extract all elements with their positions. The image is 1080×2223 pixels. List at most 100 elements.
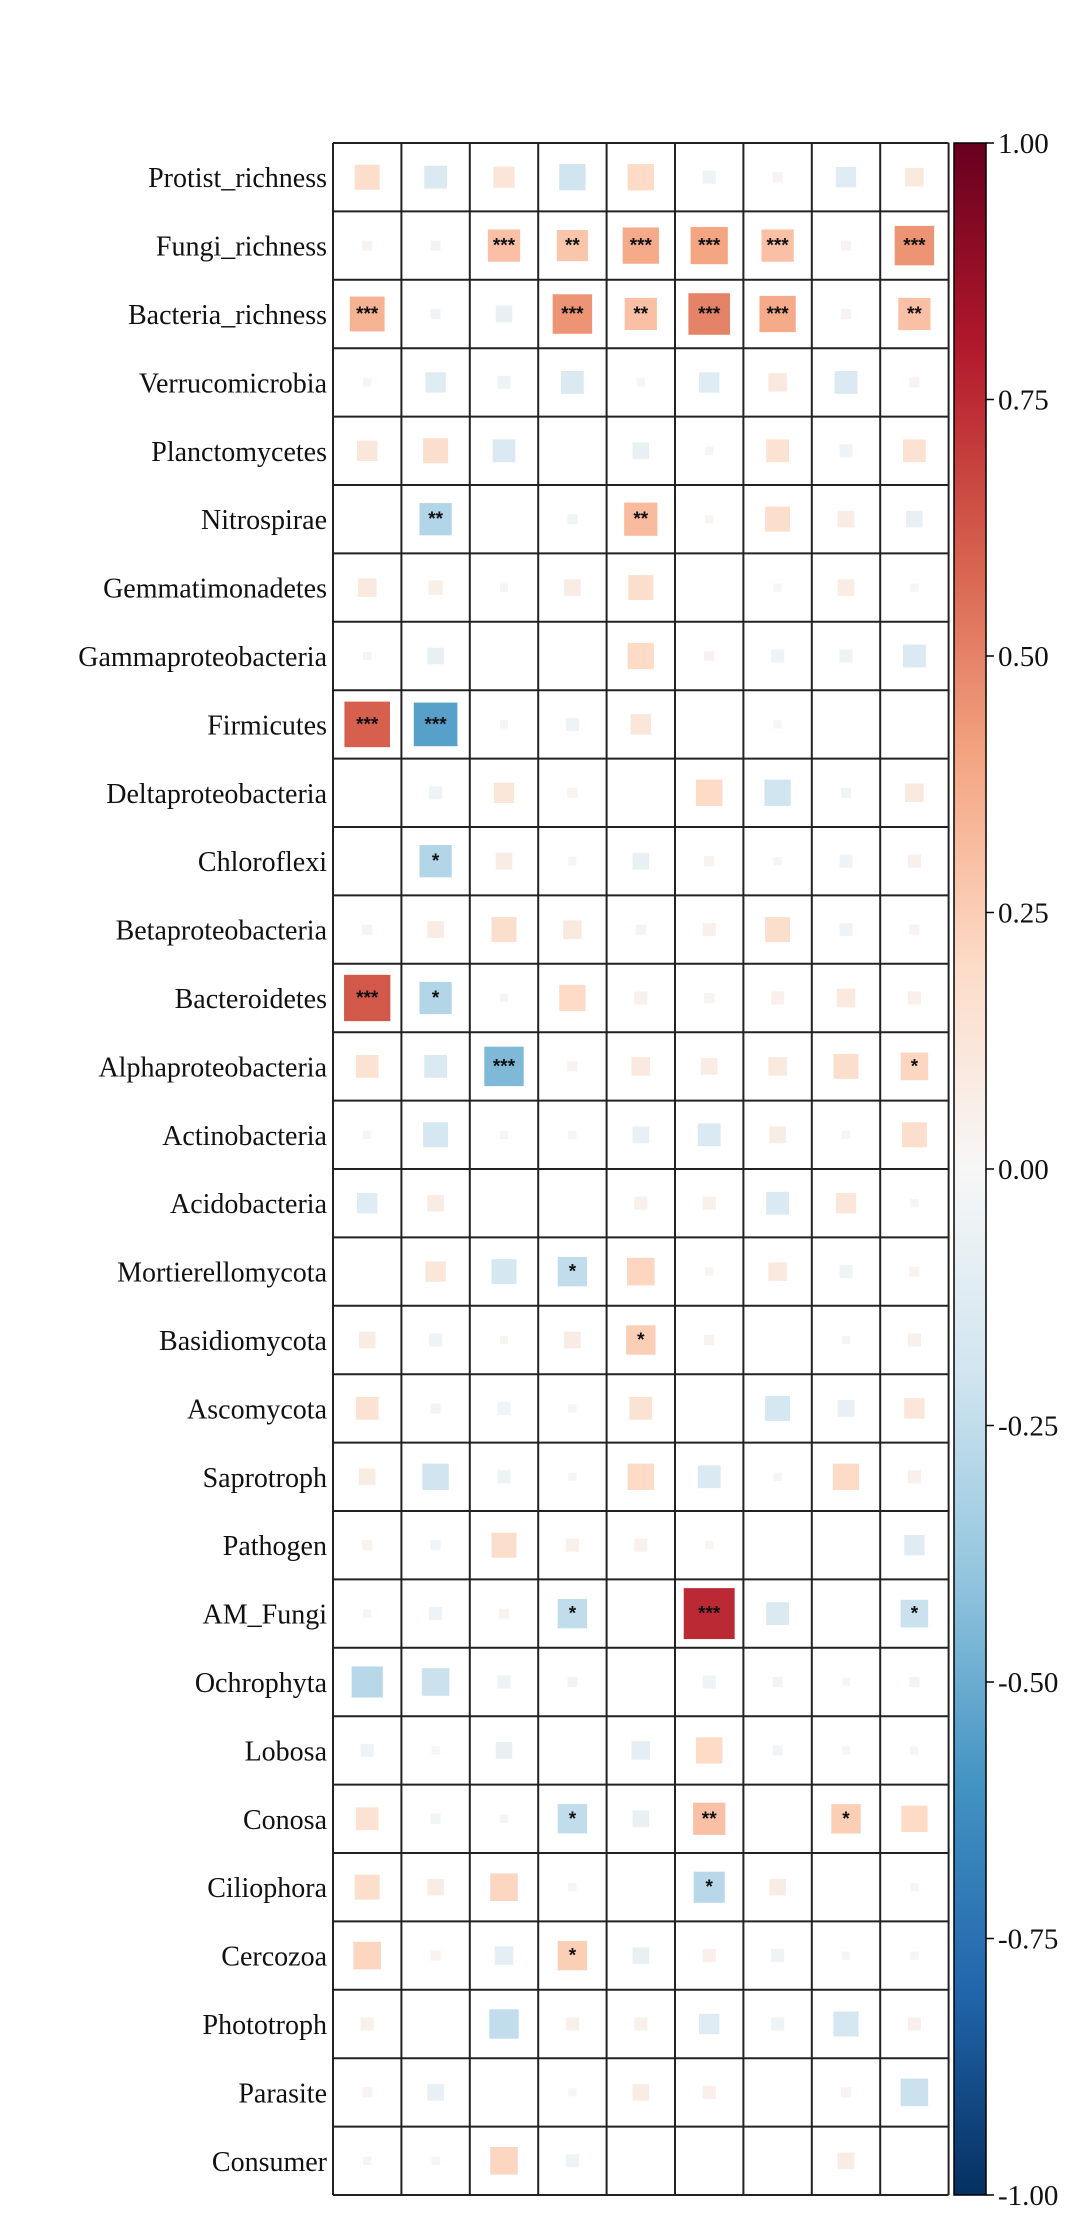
significance-mark: *** xyxy=(903,236,926,257)
heatmap-cell xyxy=(499,1130,509,1139)
heatmap-cell xyxy=(622,227,659,264)
heatmap-cell xyxy=(427,1194,444,1212)
heatmap-cell xyxy=(699,372,720,393)
significance-stars: *** ** *** *** *** ****** *** ** *** *** **** *****… xyxy=(356,236,926,1967)
colorbar-ticks: 1.00 0.75 0.50 0.25 0.00 -0.25 -0.50 -0.75 -1.00 xyxy=(986,128,1058,2212)
heatmap-cell xyxy=(557,1256,588,1287)
row-label: Firmicutes xyxy=(207,710,327,741)
heatmap-cell xyxy=(841,1130,851,1139)
heatmap-cell xyxy=(832,1463,860,1490)
heatmap-cell xyxy=(428,580,443,595)
row-label: Ascomycota xyxy=(187,1394,328,1425)
heatmap-cell xyxy=(907,854,921,868)
heatmap-cell xyxy=(705,1267,714,1276)
heatmap-cell xyxy=(905,167,924,187)
heatmap-cell xyxy=(568,857,577,866)
significance-mark: *** xyxy=(698,1604,721,1625)
heatmap-cell xyxy=(837,1400,855,1417)
significance-mark: * xyxy=(569,1946,577,1967)
heatmap-cell xyxy=(431,2156,440,2165)
heatmap-cell xyxy=(552,294,593,334)
heatmap-cell xyxy=(421,1668,450,1696)
heatmap-cell xyxy=(424,165,447,189)
heatmap-cell xyxy=(704,1334,715,1346)
significance-mark: *** xyxy=(356,304,379,325)
row-label: Verrucomicrobia xyxy=(139,368,328,399)
significance-mark: ** xyxy=(428,509,443,530)
heatmap-cell xyxy=(631,1741,651,1760)
row-label: Ciliophora xyxy=(207,1873,327,1904)
heatmap-cell xyxy=(493,166,515,188)
significance-mark: *** xyxy=(493,236,516,257)
heatmap-cell xyxy=(497,1470,511,1484)
heatmap-cell xyxy=(427,921,444,938)
heatmap-cell xyxy=(704,992,715,1004)
row-label: AM_Fungi xyxy=(203,1600,328,1631)
heatmap-cell xyxy=(628,575,654,601)
row-labels: Protist_richness Fungi_richness Bacteria_r… xyxy=(78,163,327,2178)
significance-mark: *** xyxy=(425,714,448,735)
heatmap-cell xyxy=(910,1883,919,1892)
heatmap-cell xyxy=(358,1468,376,1486)
row-label: Cercozoa xyxy=(221,1942,327,1973)
heatmap-cell xyxy=(419,981,452,1015)
heatmap-cell xyxy=(632,1126,650,1144)
row-label: Chloroflexi xyxy=(198,847,327,878)
heatmap-cell xyxy=(631,1057,651,1076)
heatmap-cell xyxy=(771,991,785,1005)
heatmap-cell xyxy=(357,440,378,461)
significance-mark: *** xyxy=(767,236,790,257)
heatmap-cell xyxy=(909,1676,920,1688)
heatmap-cell xyxy=(773,720,782,729)
heatmap-cell xyxy=(429,1607,443,1621)
heatmap-cell xyxy=(413,702,458,747)
heatmap-cell xyxy=(636,378,645,387)
heatmap-cell xyxy=(363,651,372,661)
heatmap-cell xyxy=(632,442,650,460)
heatmap-cell xyxy=(355,1055,379,1078)
heatmap-cell xyxy=(497,1401,511,1415)
heatmap-cell xyxy=(768,1262,787,1281)
significance-mark: * xyxy=(432,851,440,872)
heatmap-cell xyxy=(765,1395,791,1421)
significance-mark: *** xyxy=(356,714,379,735)
significance-mark: * xyxy=(569,1604,577,1625)
heatmap-cell xyxy=(430,1950,441,1961)
heatmap-cell xyxy=(499,720,509,729)
heatmap-cell xyxy=(362,2087,373,2098)
row-label: Lobosa xyxy=(245,1736,328,1767)
heatmap-cell xyxy=(702,170,716,184)
heatmap-cell xyxy=(683,1588,735,1640)
colorbar-tick-label: 0.00 xyxy=(998,1154,1049,1186)
heatmap-cell xyxy=(565,1538,579,1552)
heatmap-cell xyxy=(769,1878,786,1896)
colorbar-tick-label: -0.75 xyxy=(998,1924,1058,1956)
significance-mark: * xyxy=(911,1604,919,1625)
heatmap-cell xyxy=(425,372,446,393)
heatmap-cell xyxy=(430,1403,441,1414)
colorbar-tick-label: -1.00 xyxy=(998,2180,1058,2212)
heatmap-cell xyxy=(559,984,586,1012)
heatmap-cell xyxy=(495,852,513,870)
colorbar-tick-label: 0.75 xyxy=(998,385,1049,417)
heatmap-cell xyxy=(627,1257,655,1286)
heatmap-cell xyxy=(772,1745,783,1756)
heatmap-cell xyxy=(768,1057,787,1076)
heatmap-cell xyxy=(567,787,578,798)
row-label: Pathogen xyxy=(223,1531,327,1562)
heatmap-cell xyxy=(497,375,511,389)
heatmap-cell xyxy=(363,2156,372,2165)
heatmap-cell xyxy=(831,1804,861,1834)
heatmap-cell xyxy=(910,583,919,592)
heatmap-cell xyxy=(696,1737,723,1764)
heatmap-cell xyxy=(624,297,657,331)
heatmap-cell xyxy=(904,1535,925,1556)
heatmap-cell xyxy=(840,787,852,798)
heatmap-cell xyxy=(900,2078,929,2107)
heatmap-cell xyxy=(499,1814,509,1823)
significance-mark: * xyxy=(569,1262,577,1283)
significance-mark: * xyxy=(569,1809,577,1830)
heatmap-cell xyxy=(556,230,588,262)
heatmap-cell xyxy=(894,225,935,266)
heatmap-cell xyxy=(696,779,723,806)
